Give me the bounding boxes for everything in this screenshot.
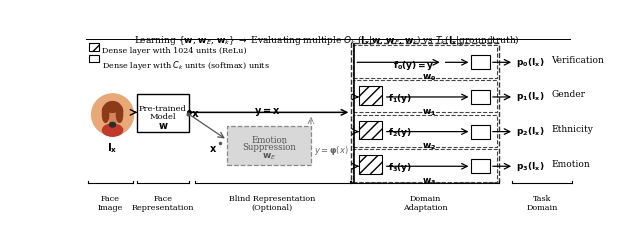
Bar (472, 56, 490, 70)
Ellipse shape (102, 108, 109, 123)
Bar (138, 94, 189, 133)
Bar (359, 87, 382, 105)
Circle shape (92, 94, 134, 136)
Text: $\mathbf{w_0}$: $\mathbf{w_0}$ (422, 72, 436, 83)
Text: Emotion: Emotion (551, 159, 590, 168)
Text: $y = \boldsymbol{\varphi}(x)$: $y = \boldsymbol{\varphi}(x)$ (314, 144, 349, 156)
Bar (359, 156, 382, 174)
Text: Domain
Adaptation: Domain Adaptation (403, 194, 447, 211)
Bar (472, 91, 490, 104)
Text: $\mathbf{w_1}$: $\mathbf{w_1}$ (422, 107, 436, 117)
Text: Ethnicity: Ethnicity (551, 124, 593, 133)
Text: $\mathbf{f_0(y) = y}$: $\mathbf{f_0(y) = y}$ (392, 58, 434, 71)
Bar (109, 118, 116, 124)
Bar (353, 46, 497, 78)
Bar (227, 127, 311, 165)
Text: $\mathbf{f_1(y)}$: $\mathbf{f_1(y)}$ (388, 91, 412, 104)
Bar (472, 160, 490, 173)
Text: Face
Representation: Face Representation (132, 194, 194, 211)
Text: Model: Model (150, 112, 176, 120)
Text: $\mathbf{f_3(y)}$: $\mathbf{f_3(y)}$ (388, 160, 412, 173)
Text: $\mathbf{w_2}$: $\mathbf{w_2}$ (422, 141, 436, 152)
Text: Dense layer with $C_k$ units (softmax) units: Dense layer with $C_k$ units (softmax) u… (102, 58, 270, 71)
Text: $\mathbf{x}$: $\mathbf{x}$ (209, 144, 217, 153)
Bar (353, 81, 497, 113)
Text: $\mathbf{w}_E$: $\mathbf{w}_E$ (262, 151, 276, 162)
Text: Gender: Gender (551, 90, 585, 99)
Ellipse shape (105, 102, 120, 113)
Text: $\mathbf{p_1(I_x)}$: $\mathbf{p_1(I_x)}$ (516, 90, 545, 103)
Ellipse shape (109, 123, 116, 127)
Text: Learning {$\mathbf{w}$, $\mathbf{w}_E$, $\mathbf{w}_k$} $\rightarrow$ Evaluating: Learning {$\mathbf{w}$, $\mathbf{w}_E$, … (134, 32, 519, 46)
Bar (90, 44, 99, 52)
Text: $\mathbf{p_2(I_x)}$: $\mathbf{p_2(I_x)}$ (516, 124, 545, 137)
Bar (353, 115, 497, 147)
Text: $\mathbf{w}$: $\mathbf{w}$ (157, 121, 168, 130)
Ellipse shape (102, 124, 123, 137)
Ellipse shape (102, 103, 123, 120)
Text: Blind Representation
(Optional): Blind Representation (Optional) (229, 194, 316, 211)
Text: $\mathbf{I_x}$: $\mathbf{I_x}$ (108, 140, 118, 154)
Text: Dense layer with 1024 units (ReLu): Dense layer with 1024 units (ReLu) (102, 47, 247, 55)
Bar (353, 150, 497, 182)
Text: $\mathbf{p_3(I_x)}$: $\mathbf{p_3(I_x)}$ (516, 159, 545, 172)
Text: Face
Image: Face Image (97, 194, 123, 211)
Bar (351, 44, 499, 182)
Text: $\mathbf{y = x}$: $\mathbf{y = x}$ (254, 105, 281, 117)
Text: Emotion: Emotion (251, 136, 287, 145)
Bar (472, 125, 490, 139)
Text: Task
Domain: Task Domain (526, 194, 557, 211)
Text: Pre-trained: Pre-trained (139, 104, 187, 112)
Bar (359, 121, 382, 140)
Text: $\mathbf{x}$: $\mathbf{x}$ (191, 108, 199, 118)
Ellipse shape (116, 108, 123, 123)
Bar (90, 55, 99, 63)
Text: $\mathbf{f_2(y)}$: $\mathbf{f_2(y)}$ (388, 126, 412, 139)
Text: Verification: Verification (551, 55, 604, 64)
Ellipse shape (106, 106, 120, 121)
Text: $\mathbf{p_0(I_x)}$: $\mathbf{p_0(I_x)}$ (516, 55, 545, 68)
Text: $\mathbf{w_3}$: $\mathbf{w_3}$ (422, 176, 436, 186)
Text: Suppression: Suppression (242, 143, 296, 152)
